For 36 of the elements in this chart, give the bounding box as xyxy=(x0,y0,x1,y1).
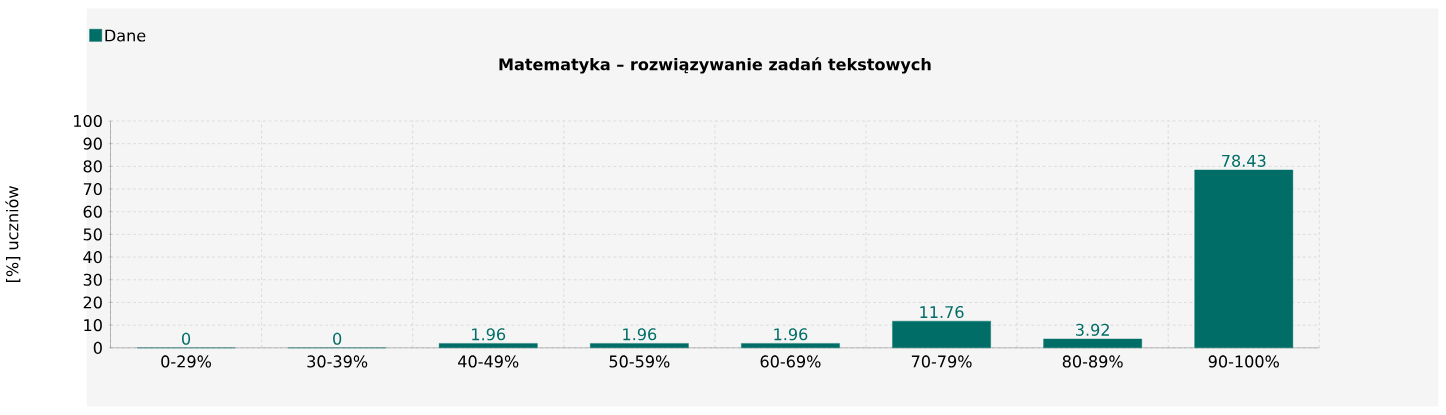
legend-label: Dane xyxy=(105,29,146,42)
y-axis-title: [%] uczniów xyxy=(5,186,21,283)
x-tick-label: 60-69% xyxy=(760,355,821,368)
y-tick-label: 0 xyxy=(93,341,102,354)
data-label: 0 xyxy=(182,332,191,345)
x-tick-label: 50-59% xyxy=(609,355,670,368)
bar xyxy=(1043,338,1142,349)
data-label: 0 xyxy=(333,332,342,345)
x-tick-label: 80-89% xyxy=(1062,355,1123,368)
y-tick-label: 50 xyxy=(83,228,102,241)
x-tick-label: 90-100% xyxy=(1208,355,1279,368)
bar xyxy=(741,343,840,349)
chart-title: Matematyka – rozwiązywanie zadań tekstowych xyxy=(499,57,931,74)
bar xyxy=(1194,169,1294,349)
y-tick-label: 100 xyxy=(74,114,102,128)
y-tick-label: 60 xyxy=(83,205,102,218)
x-tick-label: 70-79% xyxy=(911,355,972,368)
y-tick-label: 80 xyxy=(83,160,102,173)
y-tick-label: 40 xyxy=(83,251,102,264)
x-tick-label: 0-29% xyxy=(161,355,212,368)
bar xyxy=(438,343,538,349)
data-label: 1.96 xyxy=(774,328,808,341)
data-label: 1.96 xyxy=(623,328,657,341)
x-tick-label: 40-49% xyxy=(458,355,519,368)
bar xyxy=(590,343,689,349)
data-label: 1.96 xyxy=(472,328,506,341)
y-tick-label: 20 xyxy=(83,296,102,309)
bar xyxy=(892,320,991,349)
data-label: 11.76 xyxy=(920,306,964,319)
y-tick-label: 90 xyxy=(83,137,102,150)
data-label: 3.92 xyxy=(1076,323,1109,336)
y-tick-label: 30 xyxy=(83,273,102,286)
y-tick-label: 10 xyxy=(84,319,102,332)
x-tick-label: 30-39% xyxy=(307,355,368,368)
data-label: 78.43 xyxy=(1222,154,1266,167)
y-tick-label: 70 xyxy=(83,182,102,196)
